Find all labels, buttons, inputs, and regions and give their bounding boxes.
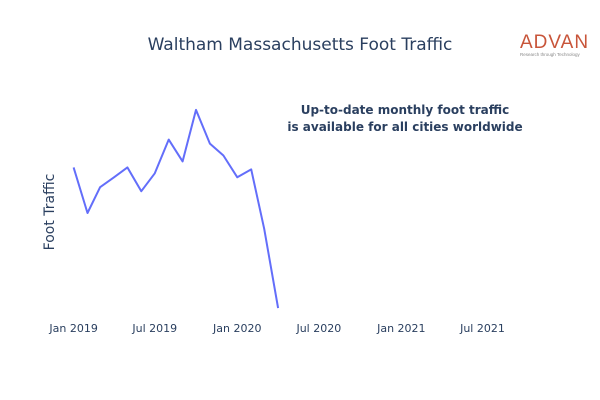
x-tick-label: Jul 2020 bbox=[295, 322, 341, 335]
data-point bbox=[207, 141, 212, 146]
data-point bbox=[98, 185, 103, 190]
x-axis-ticks: Jan 2019 Jul 2019 Jan 2020 Jul 2020 Jan 2021… bbox=[48, 322, 504, 335]
data-point bbox=[194, 107, 199, 112]
data-point bbox=[125, 165, 130, 170]
annotation-line-1: Up-to-date monthly foot traffic bbox=[300, 103, 510, 117]
data-point bbox=[111, 175, 116, 180]
x-tick-label: Jan 2019 bbox=[48, 322, 97, 335]
x-tick-label: Jul 2021 bbox=[459, 322, 505, 335]
x-tick-label: Jul 2019 bbox=[131, 322, 177, 335]
logo-tagline: Research through Technology bbox=[520, 52, 580, 57]
x-tick-label: Jan 2020 bbox=[212, 322, 261, 335]
series-layer bbox=[71, 107, 281, 311]
data-point bbox=[235, 175, 240, 180]
data-point bbox=[249, 167, 254, 172]
data-point bbox=[262, 226, 267, 231]
data-point bbox=[71, 165, 76, 170]
annotation-line-2: is available for all cities worldwide bbox=[287, 120, 523, 134]
data-point bbox=[276, 306, 281, 311]
x-tick-label: Jan 2021 bbox=[376, 322, 425, 335]
chart-title: Waltham Massachusetts Foot Traffic bbox=[147, 35, 453, 55]
logo-text: ADVAN bbox=[520, 32, 590, 53]
data-point bbox=[180, 159, 185, 164]
data-point bbox=[85, 210, 90, 215]
data-point bbox=[166, 137, 171, 142]
data-point bbox=[221, 153, 226, 158]
advan-logo: ADVAN Research through Technology bbox=[520, 33, 592, 58]
data-point bbox=[139, 189, 144, 194]
series-line bbox=[72, 108, 280, 309]
chart-annotation: Up-to-date monthly foot traffic is avail… bbox=[250, 102, 560, 136]
data-point bbox=[152, 171, 157, 176]
